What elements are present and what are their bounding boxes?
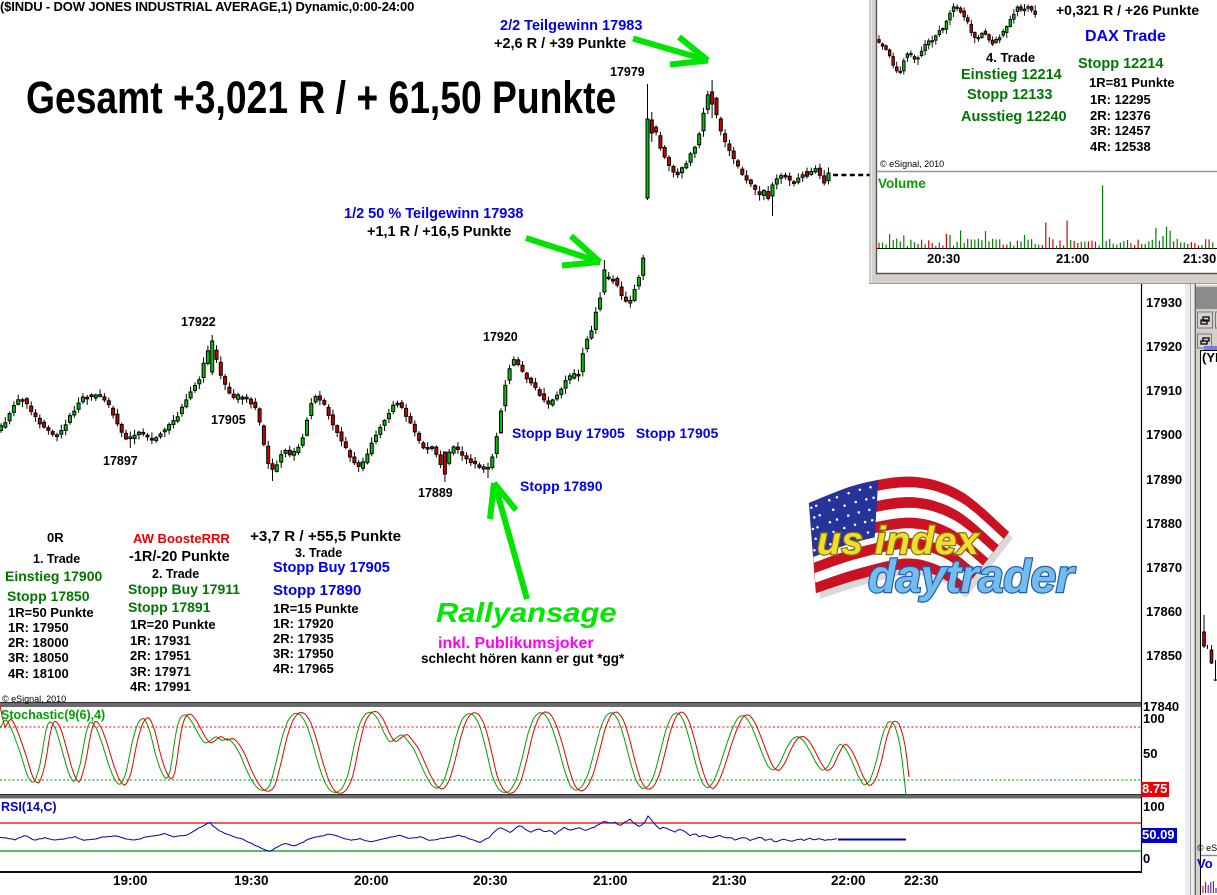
- svg-text:us index: us index: [817, 520, 980, 563]
- svg-text:daytrader: daytrader: [868, 550, 1076, 602]
